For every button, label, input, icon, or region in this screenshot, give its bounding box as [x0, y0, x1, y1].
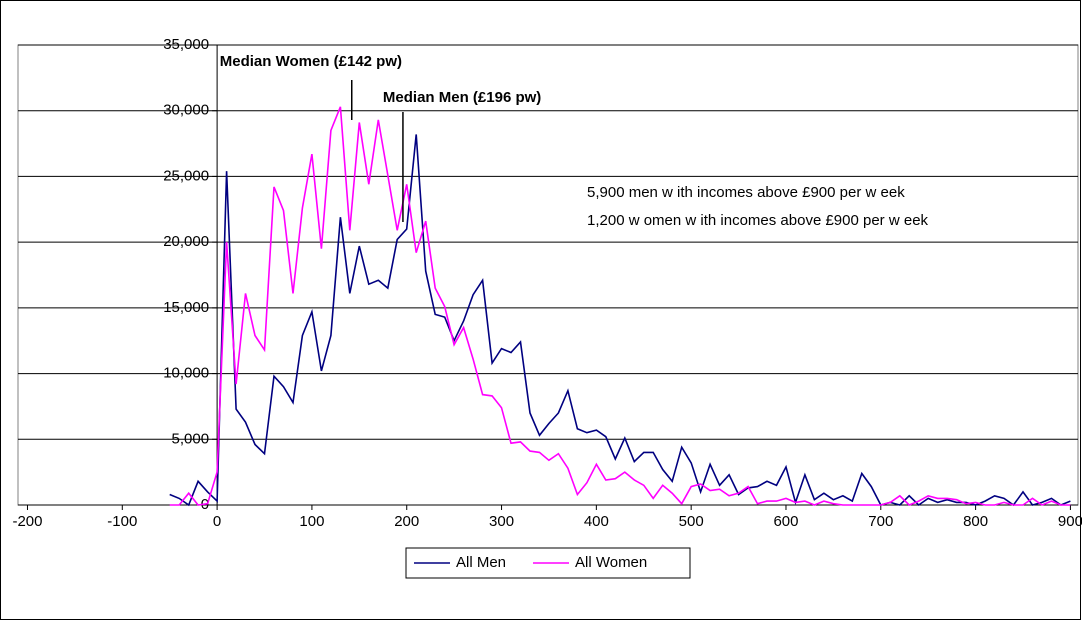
series-line: [169, 134, 1071, 507]
x-tick-label: 600: [773, 513, 798, 530]
x-tick-label: 200: [394, 513, 419, 530]
x-tick-label: 700: [868, 513, 893, 530]
x-tick-label: 800: [963, 513, 988, 530]
y-tick-label: 25,000: [163, 167, 209, 184]
x-tick-label: 400: [584, 513, 609, 530]
note: 1,200 w omen w ith incomes above £900 pe…: [587, 212, 929, 229]
y-tick-label: 30,000: [163, 102, 209, 119]
note: 5,900 men w ith incomes above £900 per w…: [587, 184, 905, 201]
annotation: Median Women (£142 pw): [220, 53, 402, 70]
x-tick-label: 500: [679, 513, 704, 530]
series-line: [169, 106, 1071, 506]
y-tick-label: 35,000: [163, 36, 209, 53]
x-tick-label: 100: [299, 513, 324, 530]
x-tick-label: -100: [107, 513, 137, 530]
y-tick-label: 20,000: [163, 233, 209, 250]
annotation: Median Men (£196 pw): [383, 89, 541, 106]
x-tick-label: 300: [489, 513, 514, 530]
x-tick-label: -200: [12, 513, 42, 530]
y-tick-label: 10,000: [163, 365, 209, 382]
legend-label: All Women: [575, 554, 647, 571]
x-tick-label: 900: [1058, 513, 1082, 530]
y-tick-label: 15,000: [163, 299, 209, 316]
plot-area: [17, 44, 1079, 506]
legend-label: All Men: [456, 554, 506, 571]
y-tick-label: 5,000: [172, 430, 210, 447]
x-tick-label: 0: [213, 513, 221, 530]
